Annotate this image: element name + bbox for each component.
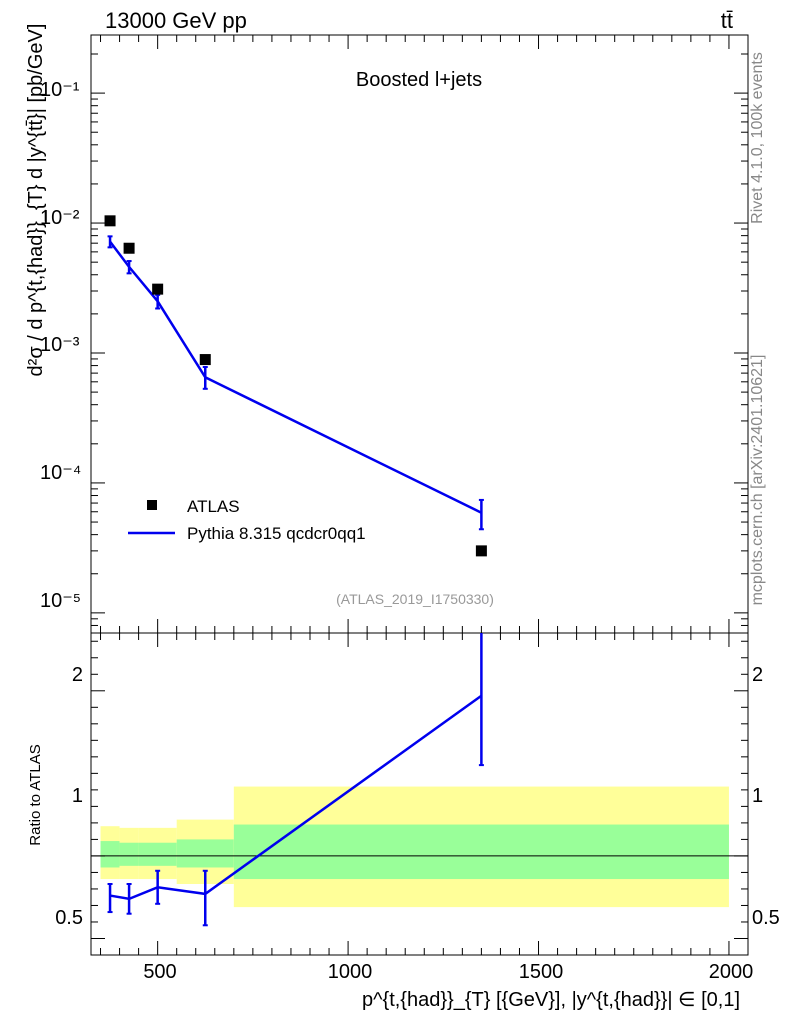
atlas-data-point bbox=[123, 242, 135, 254]
ratio-ytick-1-right: 1 bbox=[752, 785, 763, 807]
ratio-ytick-2: 2 bbox=[72, 664, 83, 686]
atlas-data-point bbox=[199, 354, 211, 366]
ratio-ytick-labels-left: 0.5 1 2 bbox=[55, 664, 83, 929]
legend: ATLAS Pythia 8.315 qcdcr0qq1 bbox=[128, 497, 366, 543]
legend-label-atlas: ATLAS bbox=[187, 497, 240, 516]
ratio-stat-uncertainty-band bbox=[119, 842, 139, 866]
mc-series-main bbox=[107, 235, 484, 531]
xtick-labels: 500 1000 1500 2000 bbox=[143, 961, 753, 983]
process-label: tt̄ bbox=[721, 8, 733, 33]
plot-title: Boosted l+jets bbox=[356, 69, 482, 91]
main-ylabel: d²σ / d p^{t,{had}}_{T} d |y^{tt̄}| [pb/… bbox=[25, 24, 47, 377]
ratio-ytick-labels-right: 0.5 1 2 bbox=[752, 664, 780, 929]
main-panel-ytick-labels: 10⁻⁵ 10⁻⁴ 10⁻³ 10⁻² 10⁻¹ bbox=[40, 79, 81, 612]
ytick-label-1e-4: 10⁻⁴ bbox=[40, 462, 81, 484]
xtick-1500: 1500 bbox=[519, 961, 564, 983]
ratio-series bbox=[107, 633, 484, 927]
rivet-version: Rivet 4.1.0, 100k events bbox=[749, 52, 766, 224]
ratio-ytick-1: 1 bbox=[72, 785, 83, 807]
ratio-ytick-0-5-right: 0.5 bbox=[752, 907, 780, 929]
ratio-stat-uncertainty-band bbox=[138, 842, 177, 866]
pythia-line bbox=[109, 240, 482, 514]
main-panel-ticks bbox=[91, 35, 748, 634]
ratio-ytick-2-right: 2 bbox=[752, 664, 763, 686]
xtick-1000: 1000 bbox=[328, 961, 373, 983]
energy-label: 13000 GeV pp bbox=[105, 8, 247, 33]
mcplots-credit: mcplots.cern.ch [arXiv:2401.10621] bbox=[749, 355, 766, 606]
ratio-bands bbox=[100, 786, 729, 908]
xtick-2000: 2000 bbox=[709, 961, 754, 983]
ytick-label-1e-1: 10⁻¹ bbox=[40, 79, 80, 101]
atlas-data-point bbox=[475, 545, 487, 557]
ratio-stat-uncertainty-band bbox=[100, 841, 120, 868]
ratio-panel-ticks bbox=[91, 633, 748, 956]
ratio-panel-frame bbox=[90, 632, 749, 956]
x-axis-label: p^{t,{had}}_{T} [{GeV}], |y^{t,{had}}| ∈… bbox=[362, 989, 740, 1011]
ratio-ylabel: Ratio to ATLAS bbox=[27, 744, 44, 845]
ytick-label-1e-3: 10⁻³ bbox=[40, 334, 80, 356]
legend-marker-atlas bbox=[147, 500, 157, 510]
main-panel-frame bbox=[90, 34, 749, 634]
ratio-ytick-0-5: 0.5 bbox=[55, 907, 83, 929]
ratio-stat-uncertainty-band bbox=[176, 839, 234, 868]
legend-label-pythia: Pythia 8.315 qcdcr0qq1 bbox=[187, 524, 366, 543]
atlas-data-point bbox=[104, 215, 116, 227]
analysis-id: (ATLAS_2019_I1750330) bbox=[336, 591, 494, 607]
ytick-label-1e-5: 10⁻⁵ bbox=[40, 590, 81, 612]
ratio-stat-uncertainty-band bbox=[233, 824, 729, 880]
atlas-data-point bbox=[152, 283, 164, 295]
ytick-label-1e-2: 10⁻² bbox=[40, 207, 80, 229]
xtick-500: 500 bbox=[143, 961, 176, 983]
data-series-main bbox=[104, 215, 487, 557]
